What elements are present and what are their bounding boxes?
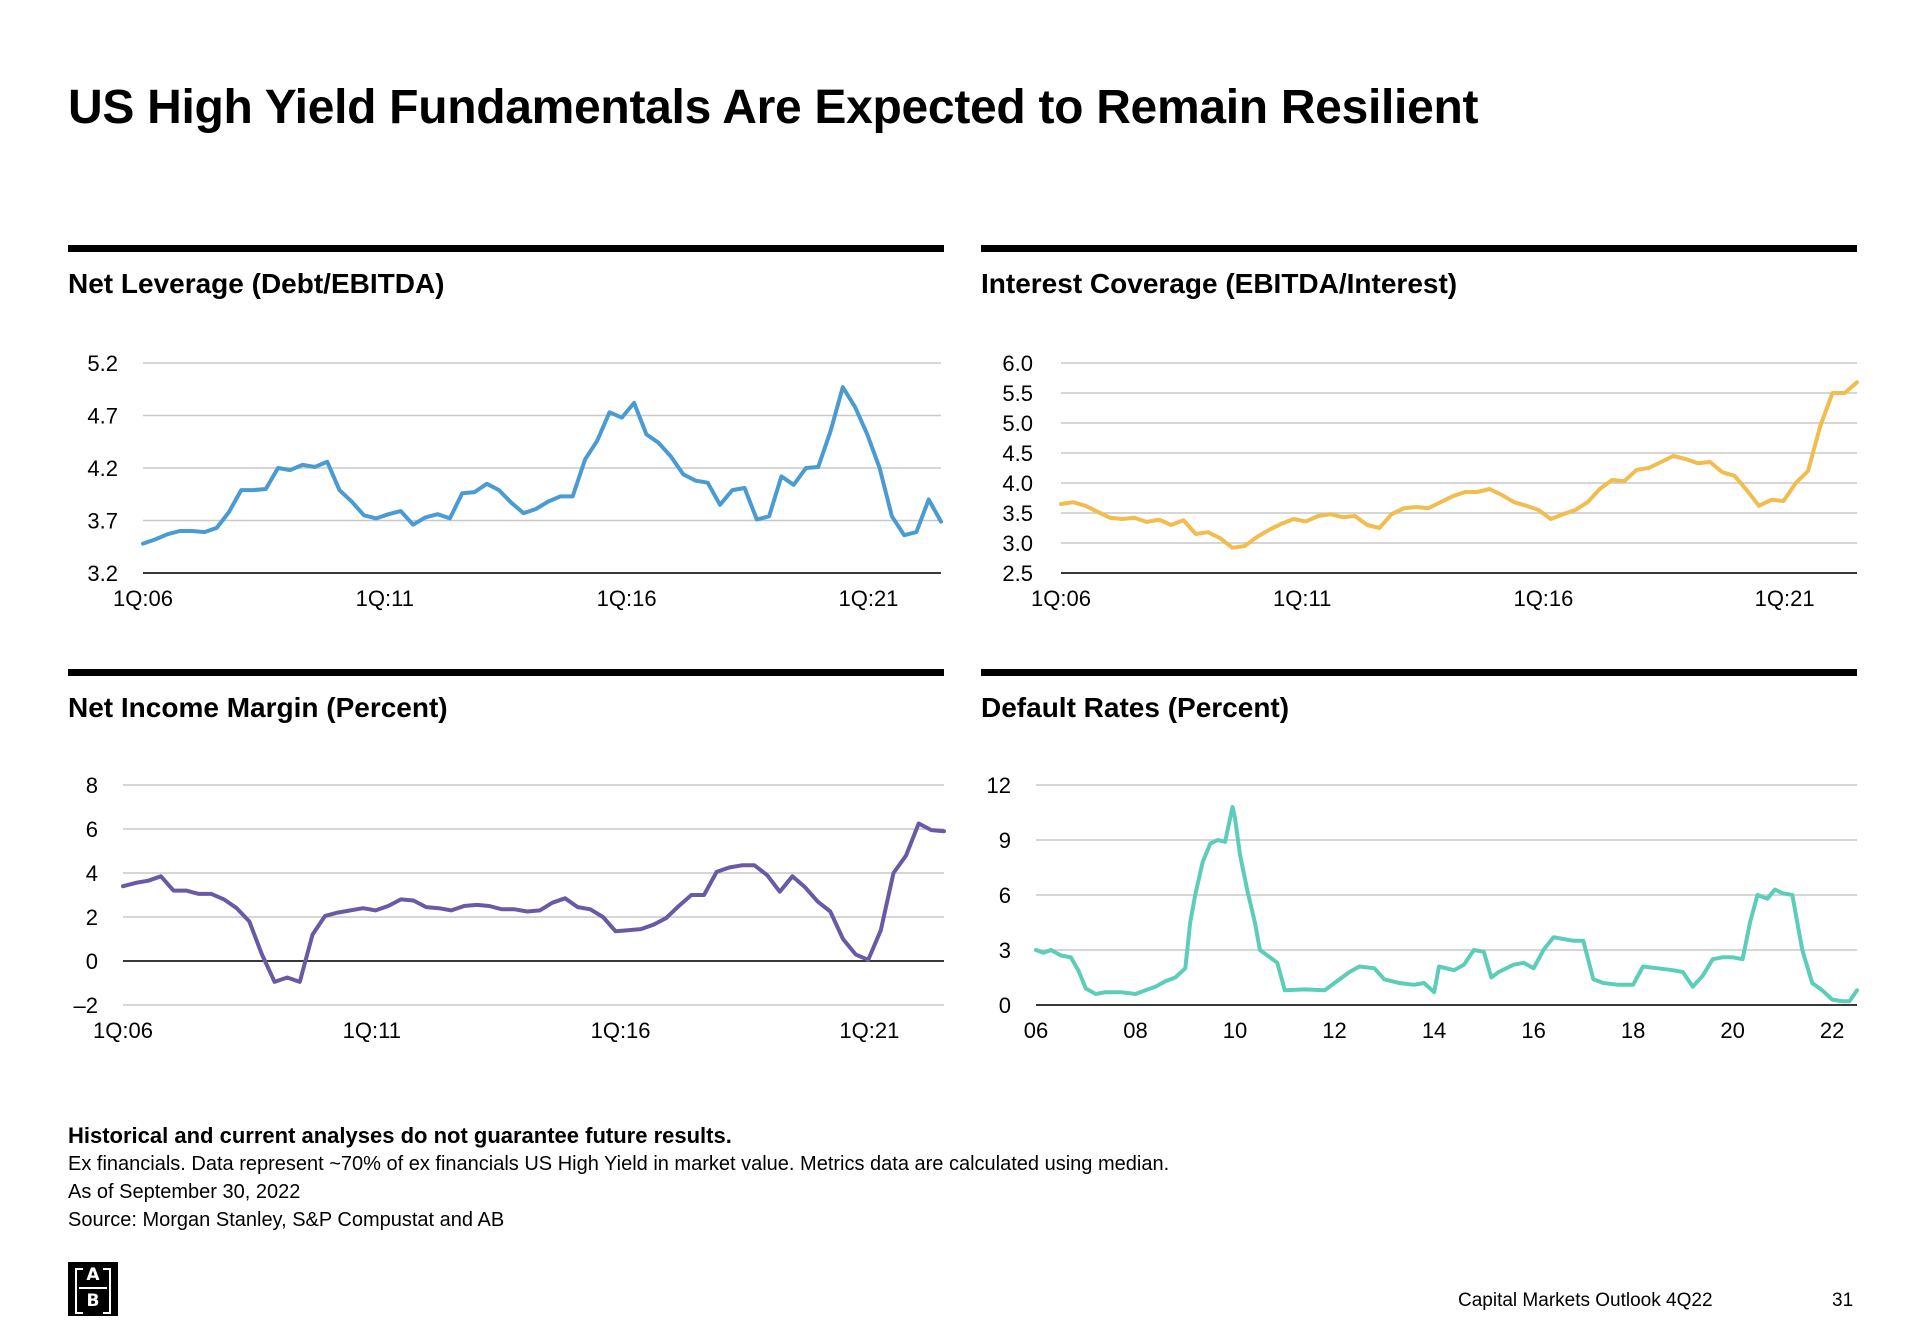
x-tick-label: 1Q:16 xyxy=(597,586,657,611)
panel-default-rates: Default Rates (Percent) 0 3 6 9 12 06 08 10 12 14… xyxy=(981,669,1859,1043)
chart-default-rates: 0 3 6 9 12 06 08 10 12 14 16 18 20 22 xyxy=(987,773,1859,1043)
y-tick-label: 3.5 xyxy=(1002,501,1033,526)
x-tick-label: 10 xyxy=(1223,1018,1247,1043)
y-tick-label: 3 xyxy=(999,938,1011,963)
logo-letter-b: B xyxy=(86,1291,100,1311)
y-tick-label: 6 xyxy=(999,883,1011,908)
panel-net-income-margin: Net Income Margin (Percent) –2 0 2 4 6 8 1Q:06… xyxy=(68,669,946,1043)
note-source: Source: Morgan Stanley, S&P Compustat an… xyxy=(68,1209,505,1231)
page-title: US High Yield Fundamentals Are Expected … xyxy=(68,81,1479,134)
y-tick-label: 8 xyxy=(86,773,98,798)
y-tick-label: 5.5 xyxy=(1002,381,1033,406)
y-tick-label: –2 xyxy=(74,993,98,1018)
ab-logo: A B xyxy=(68,1262,118,1316)
page-number: 31 xyxy=(1832,1290,1854,1311)
chart-title-net-leverage: Net Leverage (Debt/EBITDA) xyxy=(68,268,445,299)
disclaimer: Historical and current analyses do not g… xyxy=(68,1123,732,1148)
x-tick-label: 22 xyxy=(1820,1018,1844,1043)
logo-right-bracket xyxy=(103,1268,111,1314)
panel-rule xyxy=(981,669,1857,676)
y-tick-label: 6 xyxy=(86,817,98,842)
panel-rule xyxy=(68,669,944,676)
x-tick-label: 18 xyxy=(1621,1018,1645,1043)
note-data-description: Ex financials. Data represent ~70% of ex… xyxy=(68,1153,1170,1175)
series-line xyxy=(1034,805,1859,1004)
y-tick-label: 4.2 xyxy=(87,456,118,481)
y-tick-label: 9 xyxy=(999,828,1011,853)
y-tick-label: 3.2 xyxy=(87,561,118,586)
logo-divider xyxy=(79,1287,107,1289)
x-tick-label: 1Q:11 xyxy=(343,1018,401,1043)
y-tick-label: 3.7 xyxy=(87,509,118,534)
logo-left-bracket xyxy=(75,1268,83,1314)
chart-title-default-rates: Default Rates (Percent) xyxy=(981,692,1290,723)
panel-interest-coverage: Interest Coverage (EBITDA/Interest) 2.5 3… xyxy=(981,245,1859,611)
x-tick-label: 1Q:11 xyxy=(1273,586,1331,611)
chart-interest-coverage: 2.5 3.0 3.5 4.0 4.5 5.0 5.5 6.0 1Q:06 1Q:11 1Q:16 1… xyxy=(1002,351,1859,611)
y-tick-label: 4 xyxy=(86,861,98,886)
panel-net-leverage: Net Leverage (Debt/EBITDA) 3.2 3.7 4.2 4.7 5… xyxy=(68,245,944,611)
series-line xyxy=(1059,380,1859,550)
y-tick-label: 0 xyxy=(86,949,98,974)
x-tick-label: 16 xyxy=(1521,1018,1545,1043)
y-tick-label: 6.0 xyxy=(1002,351,1033,376)
chart-net-income-margin: –2 0 2 4 6 8 1Q:06 1Q:11 1Q:16 1Q:21 xyxy=(74,773,946,1043)
y-tick-label: 3.0 xyxy=(1002,531,1033,556)
chart-net-leverage: 3.2 3.7 4.2 4.7 5.2 1Q:06 1Q:11 1Q:16 1Q:21 xyxy=(87,351,943,611)
x-tick-label: 1Q:21 xyxy=(838,586,898,611)
x-tick-label: 06 xyxy=(1024,1018,1048,1043)
footnotes: Historical and current analyses do not g… xyxy=(68,1122,1169,1234)
panel-rule xyxy=(68,245,944,252)
x-tick-label: 08 xyxy=(1123,1018,1147,1043)
series-line xyxy=(121,821,946,984)
y-tick-label: 4.5 xyxy=(1002,441,1033,466)
y-tick-label: 5.0 xyxy=(1002,411,1033,436)
x-tick-label: 1Q:06 xyxy=(1031,586,1091,611)
y-tick-label: 5.2 xyxy=(87,351,118,376)
y-tick-label: 4.7 xyxy=(87,404,118,429)
x-tick-label: 1Q:16 xyxy=(1513,586,1573,611)
y-tick-label: 4.0 xyxy=(1002,471,1033,496)
x-tick-label: 14 xyxy=(1422,1018,1446,1043)
x-tick-label: 1Q:21 xyxy=(839,1018,899,1043)
x-tick-label: 1Q:06 xyxy=(113,586,173,611)
footer-publication: Capital Markets Outlook 4Q22 xyxy=(1458,1290,1713,1311)
note-as-of-date: As of September 30, 2022 xyxy=(68,1181,301,1203)
x-tick-label: 1Q:16 xyxy=(591,1018,651,1043)
x-tick-label: 1Q:11 xyxy=(356,586,414,611)
y-tick-label: 2.5 xyxy=(1002,561,1033,586)
x-tick-label: 1Q:06 xyxy=(93,1018,153,1043)
series-line xyxy=(141,385,943,546)
chart-title-net-income-margin: Net Income Margin (Percent) xyxy=(68,692,448,723)
panel-rule xyxy=(981,245,1857,252)
x-tick-label: 20 xyxy=(1720,1018,1744,1043)
x-tick-label: 1Q:21 xyxy=(1755,586,1815,611)
logo-letter-a: A xyxy=(86,1265,100,1285)
chart-title-interest-coverage: Interest Coverage (EBITDA/Interest) xyxy=(981,268,1458,299)
x-tick-label: 12 xyxy=(1322,1018,1346,1043)
y-tick-label: 12 xyxy=(987,773,1011,798)
y-tick-label: 2 xyxy=(86,905,98,930)
y-tick-label: 0 xyxy=(999,993,1011,1018)
